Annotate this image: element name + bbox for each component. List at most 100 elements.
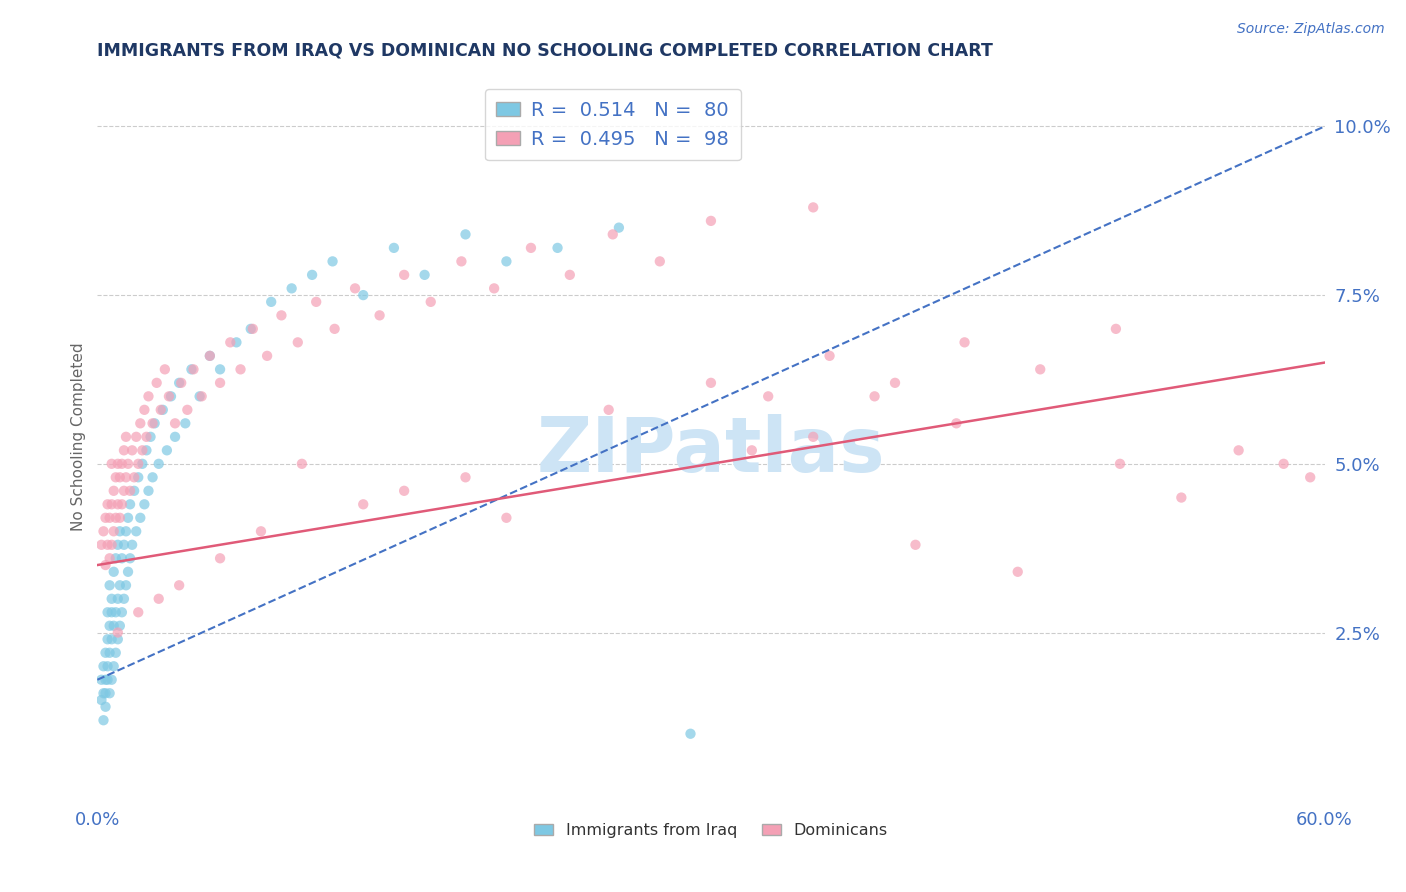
Point (209, 551, 232, 566)
Point (129, 510, 152, 524)
Point (188, 389, 211, 403)
Point (450, 254, 472, 268)
Point (945, 417, 967, 431)
Point (256, 349, 278, 363)
Point (127, 457, 149, 471)
Point (176, 402, 198, 417)
Point (103, 659, 125, 673)
Point (122, 483, 145, 498)
Point (93, 524, 115, 539)
Point (741, 443, 763, 458)
Point (117, 457, 139, 471)
Point (392, 483, 415, 498)
Point (98, 646, 121, 660)
Point (700, 376, 723, 390)
Point (94, 673, 117, 687)
Point (953, 335, 976, 350)
Point (352, 288, 374, 302)
Point (117, 510, 139, 524)
Point (1007, 565, 1029, 579)
Point (97, 673, 120, 687)
Point (305, 294, 328, 309)
Point (97, 497, 120, 511)
Point (93, 686, 115, 700)
Point (863, 389, 886, 403)
Point (107, 632, 129, 647)
Point (104, 470, 127, 484)
Text: ZIPatlas: ZIPatlas (537, 415, 886, 489)
Point (112, 483, 135, 498)
Point (180, 362, 202, 376)
Point (1109, 457, 1132, 471)
Point (98, 510, 121, 524)
Point (120, 497, 142, 511)
Point (183, 362, 205, 376)
Point (100, 673, 122, 687)
Point (125, 524, 148, 539)
Point (170, 376, 193, 390)
Point (547, 241, 569, 255)
Point (287, 335, 309, 350)
Point (94, 646, 117, 660)
Point (250, 524, 273, 539)
Point (153, 362, 176, 376)
Point (280, 281, 302, 295)
Point (679, 727, 702, 741)
Point (108, 619, 131, 633)
Point (229, 362, 252, 376)
Point (413, 268, 436, 282)
Point (1105, 322, 1128, 336)
Point (291, 457, 314, 471)
Point (167, 578, 190, 592)
Point (107, 625, 129, 640)
Point (225, 335, 247, 350)
Text: Source: ZipAtlas.com: Source: ZipAtlas.com (1237, 22, 1385, 37)
Point (190, 389, 212, 403)
Point (97, 632, 120, 647)
Point (904, 538, 927, 552)
Point (104, 551, 127, 566)
Point (801, 430, 824, 444)
Point (142, 470, 165, 484)
Point (138, 483, 160, 498)
Point (90, 693, 112, 707)
Point (115, 470, 138, 484)
Point (1272, 457, 1295, 471)
Point (520, 241, 543, 255)
Point (120, 551, 142, 566)
Point (598, 402, 620, 417)
Point (145, 376, 167, 390)
Point (94, 558, 117, 572)
Point (108, 510, 131, 524)
Point (382, 241, 405, 255)
Point (818, 349, 841, 363)
Point (558, 268, 581, 282)
Point (219, 335, 242, 350)
Point (107, 497, 129, 511)
Point (108, 524, 131, 539)
Point (142, 417, 165, 431)
Point (125, 430, 148, 444)
Point (100, 538, 122, 552)
Point (454, 470, 477, 484)
Point (157, 389, 180, 403)
Point (103, 565, 125, 579)
Point (198, 349, 221, 363)
Point (756, 389, 779, 403)
Point (103, 524, 125, 539)
Point (120, 483, 142, 498)
Point (90, 538, 112, 552)
Point (103, 619, 125, 633)
Point (322, 254, 344, 268)
Point (198, 349, 221, 363)
Point (107, 538, 129, 552)
Point (129, 417, 152, 431)
Point (165, 430, 187, 444)
Point (1299, 470, 1322, 484)
Point (100, 605, 122, 619)
Point (98, 619, 121, 633)
Point (1029, 362, 1052, 376)
Point (148, 591, 170, 606)
Point (90, 673, 112, 687)
Point (323, 322, 346, 336)
